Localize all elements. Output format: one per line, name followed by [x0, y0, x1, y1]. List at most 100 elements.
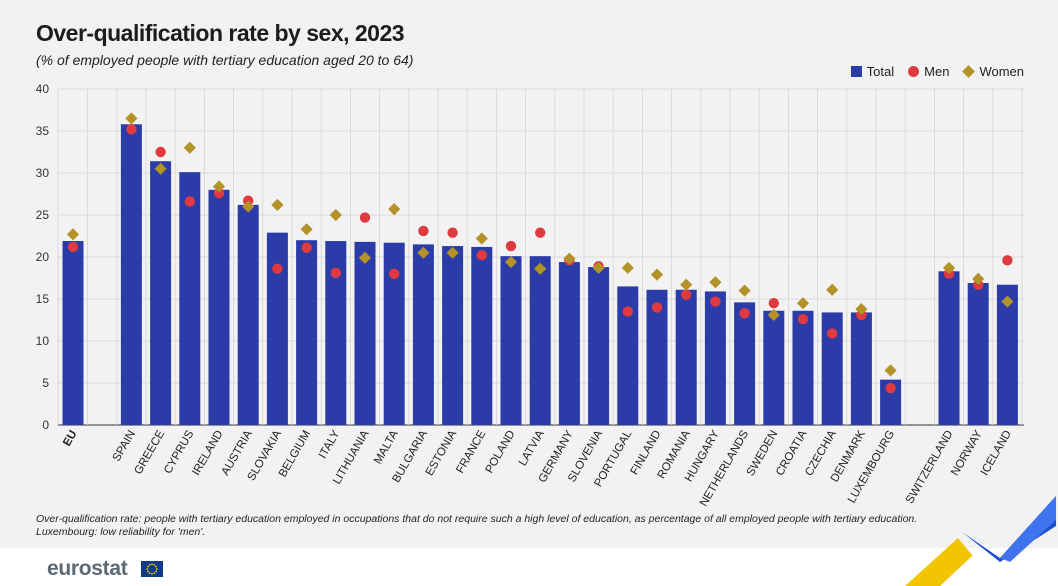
chart-subtitle: (% of employed people with tertiary educ… — [36, 52, 414, 68]
y-tick-label-15: 15 — [36, 292, 50, 306]
bar-total-spain — [120, 124, 142, 425]
bar-total-poland — [500, 256, 522, 425]
y-tick-label-0: 0 — [42, 418, 49, 432]
marker-women-italy — [329, 208, 342, 222]
bar-total-latvia — [529, 256, 551, 425]
bar-total-hungary — [704, 291, 726, 425]
marker-women-denmark — [855, 302, 868, 316]
marker-women-belgium — [300, 223, 313, 236]
marker-women-austria — [242, 200, 255, 213]
bar-total-finland — [646, 289, 668, 425]
bar-total-romania — [675, 289, 697, 425]
marker-men-cyprus — [184, 196, 195, 207]
marker-women-hungary — [709, 276, 722, 289]
marker-men-eu — [67, 241, 79, 253]
marker-men-bulgaria — [418, 225, 429, 237]
marker-women-slovakia — [271, 198, 284, 212]
bar-total-denmark — [850, 312, 872, 425]
legend-label-total: Total — [866, 64, 895, 79]
legend-item-men: Men — [908, 64, 949, 79]
eu-flag-icon — [141, 561, 163, 577]
marker-men-romania — [681, 289, 692, 300]
marker-men-estonia — [447, 227, 458, 238]
bar-total-portugal — [617, 286, 639, 425]
y-tick-label-30: 30 — [36, 166, 50, 180]
marker-men-czechia — [827, 328, 838, 339]
bar-total-germany — [558, 262, 580, 425]
marker-men-spain — [126, 124, 137, 135]
bar-total-austria — [237, 204, 259, 425]
marker-men-italy — [330, 267, 341, 279]
bar-total-slovenia — [588, 267, 610, 425]
men-markers-layer — [67, 124, 1013, 394]
marker-women-ireland — [212, 180, 226, 193]
marker-women-greece — [154, 162, 167, 175]
bar-total-estonia — [442, 246, 464, 425]
marker-men-belgium — [301, 242, 312, 253]
legend-item-total: Total — [850, 64, 895, 79]
marker-women-eu — [66, 228, 80, 241]
chart-notes: Over-qualification rate: people with ter… — [36, 513, 917, 539]
bar-total-bulgaria — [412, 244, 434, 425]
bar-total-switzerland — [938, 271, 960, 425]
marker-women-cyprus — [183, 141, 196, 154]
marker-women-malta — [388, 203, 401, 216]
marker-women-bulgaria — [417, 246, 430, 259]
y-tick-label-25: 25 — [36, 208, 50, 222]
y-tick-label-40: 40 — [36, 82, 50, 96]
bar-total-cyprus — [179, 172, 201, 425]
marker-men-iceland — [1002, 255, 1013, 266]
marker-men-lithuania — [359, 212, 371, 223]
marker-women-france — [475, 232, 488, 245]
note-luxembourg: Luxembourg: low reliability for 'men'. — [36, 526, 206, 538]
legend-swatch-men — [908, 66, 920, 77]
bar-total-sweden — [763, 310, 785, 425]
y-tick-label-5: 5 — [42, 376, 49, 390]
marker-men-poland — [505, 240, 517, 252]
legend-swatch-total — [850, 66, 862, 77]
marker-women-iceland — [1001, 295, 1014, 308]
marker-women-lithuania — [358, 251, 372, 264]
bar-total-lithuania — [354, 241, 376, 425]
bar-total-ireland — [208, 189, 230, 425]
y-tick-label-20: 20 — [36, 250, 50, 264]
white-stripe-shape — [940, 544, 1010, 586]
bar-total-norway — [967, 283, 989, 425]
marker-men-latvia — [535, 227, 546, 238]
marker-men-sweden — [768, 298, 779, 309]
marker-men-luxembourg — [885, 382, 896, 394]
legend-item-women: Women — [962, 64, 1024, 79]
chart-title: Over-qualification rate by sex, 2023 — [36, 20, 405, 46]
chart-panel — [0, 0, 1058, 548]
bar-total-luxembourg — [880, 379, 902, 425]
bars-layer — [62, 124, 1018, 426]
note-definition: Over-qualification rate: people with ter… — [36, 513, 918, 525]
light-blue-stripe-shape — [1000, 496, 1056, 562]
marker-men-hungary — [710, 296, 721, 307]
marker-men-malta — [389, 268, 400, 279]
marker-women-spain — [125, 112, 138, 125]
marker-men-croatia — [797, 313, 809, 325]
bar-total-czechia — [821, 312, 843, 425]
marker-men-france — [476, 250, 487, 261]
marker-men-slovakia — [272, 263, 283, 274]
bar-total-eu — [62, 241, 84, 425]
legend-label-women: Women — [979, 64, 1024, 79]
bar-total-france — [471, 246, 493, 425]
marker-men-greece — [155, 146, 166, 158]
bar-total-italy — [325, 241, 347, 425]
bar-total-greece — [150, 161, 172, 426]
bar-total-slovakia — [266, 232, 288, 425]
y-axis-ticks: 0 5 10 15 20 25 30 35 40 — [36, 82, 50, 432]
marker-men-ireland — [213, 187, 225, 199]
bar-total-iceland — [996, 284, 1018, 425]
marker-men-portugal — [622, 306, 633, 317]
chart-legend: Total Men Women — [850, 64, 1024, 79]
marker-men-netherlands — [739, 308, 750, 319]
y-tick-label-35: 35 — [36, 124, 50, 138]
eurostat-logo: eurostat — [47, 557, 128, 580]
bar-total-belgium — [296, 240, 318, 425]
bar-total-malta — [383, 242, 405, 425]
y-tick-label-10: 10 — [36, 334, 50, 348]
